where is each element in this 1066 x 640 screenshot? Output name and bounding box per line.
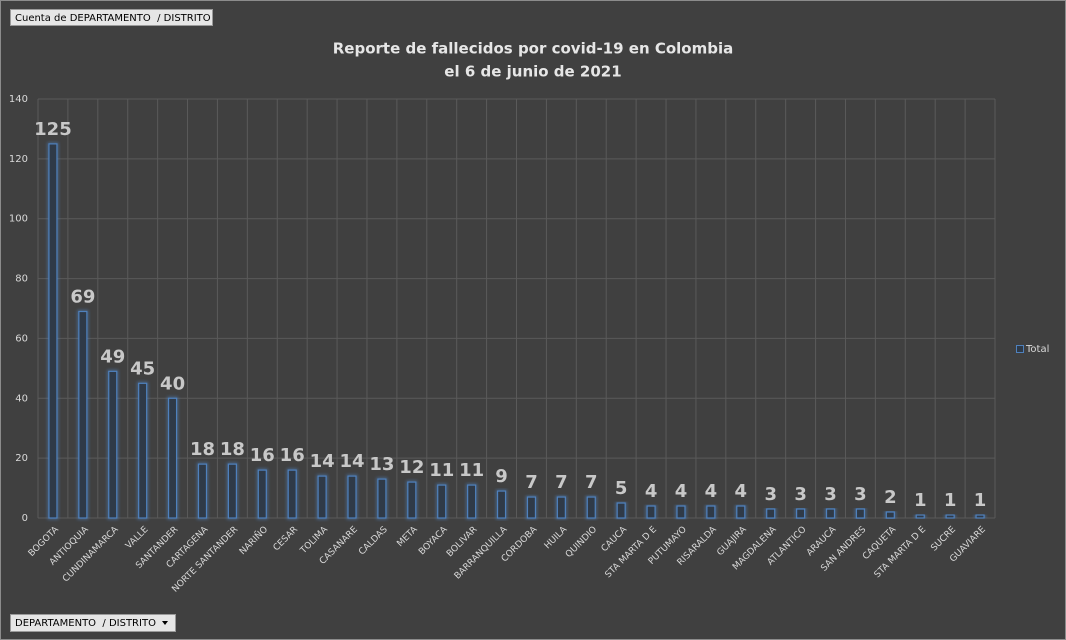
data-label: 4 (705, 481, 718, 502)
value-field-button[interactable] (10, 9, 213, 26)
value-field-label[interactable]: Cuenta de DEPARTAMENTO / DISTRITO (15, 13, 211, 24)
data-label: 49 (100, 346, 125, 367)
data-label: 4 (645, 481, 658, 502)
bar (347, 475, 357, 519)
bar (197, 463, 208, 519)
y-tick-label: 100 (9, 214, 28, 225)
bar (257, 469, 267, 519)
data-label: 3 (854, 484, 867, 505)
data-label: 69 (70, 286, 95, 307)
bar (167, 397, 178, 519)
y-tick-label: 20 (15, 453, 28, 464)
bar (377, 478, 387, 519)
bar (586, 496, 596, 519)
data-label: 2 (884, 487, 897, 508)
data-label: 7 (555, 472, 568, 493)
bar (975, 514, 985, 519)
data-label: 4 (735, 481, 748, 502)
data-label: 3 (764, 484, 777, 505)
bar (437, 484, 447, 519)
data-label: 14 (310, 451, 335, 472)
bar (706, 505, 716, 519)
data-label: 11 (459, 460, 484, 481)
data-label: 12 (399, 457, 424, 478)
data-label: 125 (34, 119, 72, 140)
legend-label: Total (1025, 344, 1049, 355)
bar (945, 514, 955, 519)
y-tick-label: 80 (15, 274, 28, 285)
axis-field-label[interactable]: DEPARTAMENTO / DISTRITO (15, 618, 156, 629)
bar (676, 505, 686, 519)
bar (138, 382, 148, 519)
data-label: 7 (525, 472, 538, 493)
data-label: 1 (974, 490, 987, 511)
data-label: 45 (130, 358, 155, 379)
bar (885, 511, 895, 519)
bar (766, 508, 776, 519)
y-tick-label: 60 (15, 333, 28, 344)
bar (796, 508, 806, 519)
data-label: 3 (824, 484, 837, 505)
data-label: 1 (914, 490, 927, 511)
data-label: 7 (585, 472, 598, 493)
bar (287, 469, 297, 519)
data-label: 14 (339, 451, 364, 472)
bar (855, 508, 866, 519)
bar (227, 463, 237, 519)
data-label: 5 (615, 478, 628, 499)
data-label: 18 (190, 439, 215, 460)
bar (825, 508, 836, 519)
bar (78, 310, 88, 519)
data-label: 4 (675, 481, 688, 502)
data-label: 16 (250, 445, 275, 466)
y-tick-label: 40 (15, 393, 28, 404)
data-label: 3 (794, 484, 807, 505)
bar (556, 496, 566, 519)
legend-swatch (1016, 345, 1024, 353)
chart-subtitle: el 6 de junio de 2021 (444, 63, 621, 81)
data-label: 40 (160, 373, 185, 394)
bar (108, 370, 118, 519)
y-tick-label: 140 (9, 94, 28, 105)
data-label: 1 (944, 490, 957, 511)
data-label: 9 (495, 466, 508, 487)
dropdown-arrow[interactable] (162, 621, 168, 625)
bar (915, 514, 925, 519)
bar (526, 496, 537, 519)
bar (467, 484, 477, 519)
chart-title: Reporte de fallecidos por covid-19 en Co… (333, 40, 734, 58)
axis-field-button[interactable] (10, 614, 176, 632)
bar (48, 143, 58, 519)
bar (496, 490, 507, 519)
bar (407, 481, 417, 519)
data-label: 11 (429, 460, 454, 481)
data-label: 13 (369, 454, 394, 475)
bar (646, 505, 656, 519)
bar (317, 475, 327, 519)
data-label: 18 (220, 439, 245, 460)
y-tick-label: 120 (9, 154, 28, 165)
bar (736, 505, 746, 519)
data-label: 16 (280, 445, 305, 466)
y-tick-label: 0 (22, 513, 28, 524)
bar (616, 502, 626, 519)
